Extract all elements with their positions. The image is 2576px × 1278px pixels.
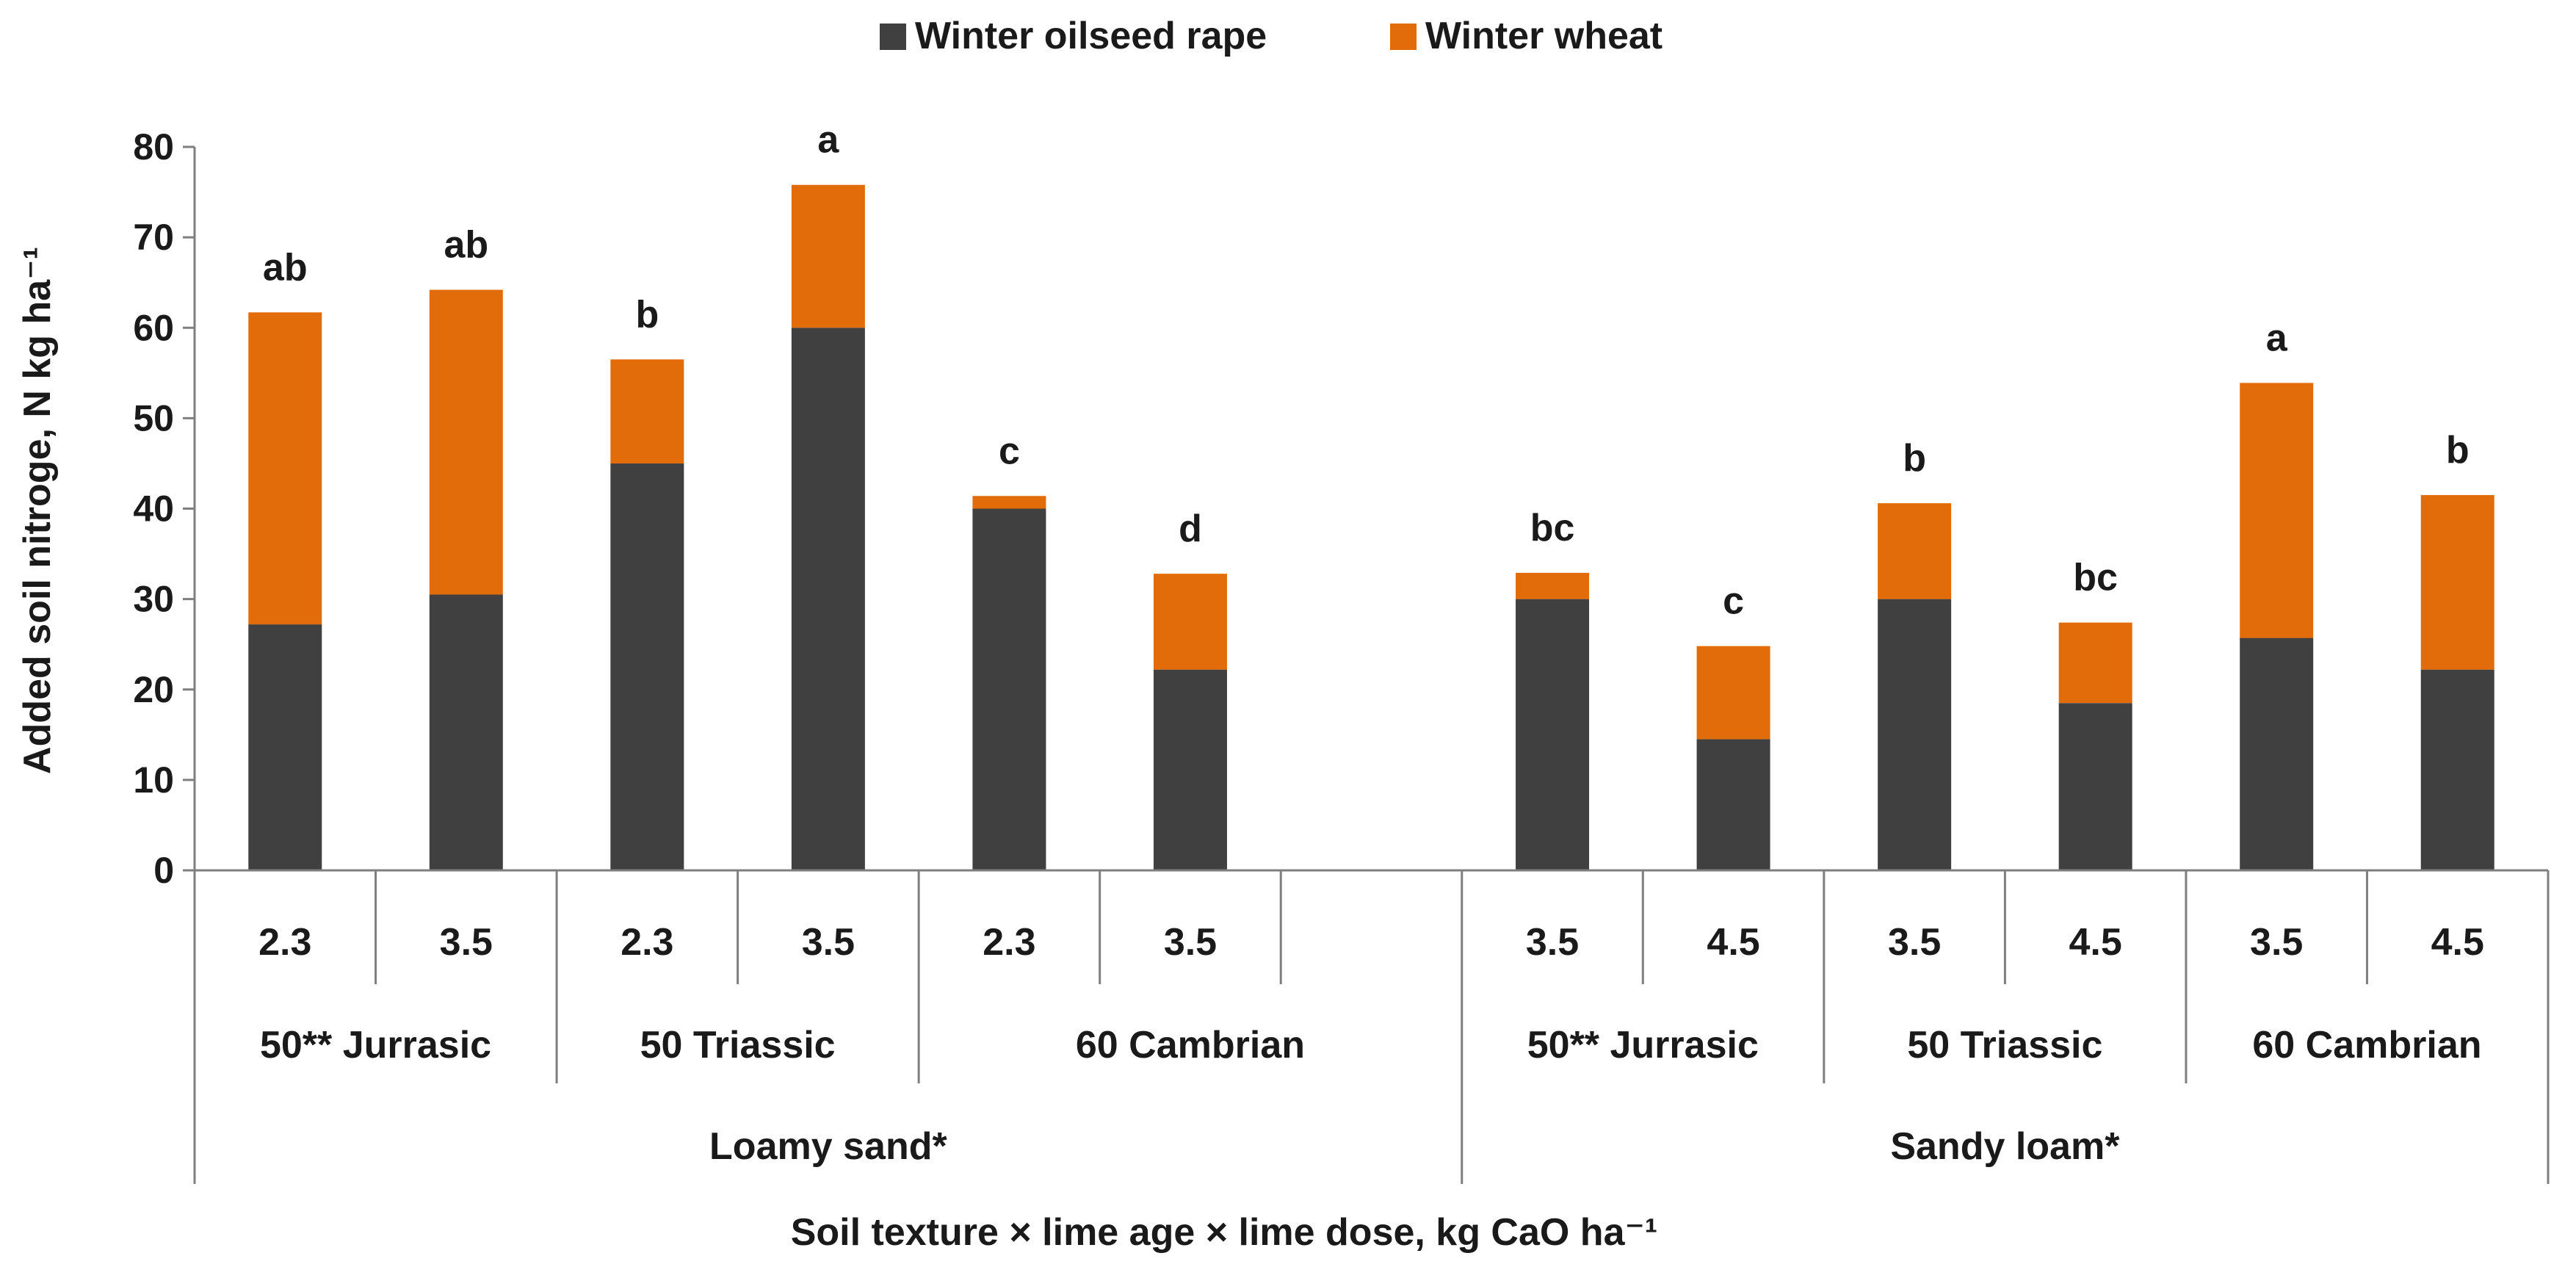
x-category-label: 3.5	[802, 921, 855, 964]
y-axis-title: Added soil nitroge, N kg ha⁻¹	[16, 247, 59, 774]
bar-segment-oilseed-rape	[248, 624, 322, 870]
significance-letter: bc	[1530, 507, 1575, 549]
bar-segment-oilseed-rape	[2240, 638, 2314, 870]
supergroup-label: Sandy loam*	[1890, 1125, 2120, 1168]
significance-letter: b	[1903, 437, 1926, 480]
legend-label-winter-wheat: Winter wheat	[1425, 15, 1663, 57]
bar-segment-oilseed-rape	[610, 463, 684, 870]
bar-segment-winter-wheat	[248, 312, 322, 625]
bar-segment-oilseed-rape	[2420, 669, 2494, 870]
bar-segment-oilseed-rape	[2058, 703, 2132, 870]
y-tick-label: 10	[133, 759, 174, 801]
group-label: 60 Cambrian	[2252, 1024, 2481, 1066]
bar-segment-oilseed-rape	[429, 594, 503, 870]
y-tick-label: 50	[133, 397, 174, 438]
x-category-label: 3.5	[440, 921, 493, 964]
bar-segment-oilseed-rape	[1878, 599, 1952, 870]
group-label: 50** Jurrasic	[260, 1024, 491, 1066]
significance-letter: d	[1179, 508, 1202, 550]
significance-letter: c	[999, 430, 1020, 472]
x-category-label: 2.3	[983, 921, 1035, 964]
bar-segment-winter-wheat	[791, 184, 865, 328]
x-axis-title: Soil texture × lime age × lime dose, kg …	[791, 1211, 1658, 1254]
y-tick-label: 0	[153, 850, 174, 891]
bar-segment-winter-wheat	[1696, 646, 1770, 740]
group-label: 50 Triassic	[640, 1024, 836, 1066]
bar-segment-oilseed-rape	[791, 328, 865, 870]
x-category-label: 4.5	[2431, 921, 2484, 964]
bar-segment-oilseed-rape	[972, 508, 1046, 870]
x-category-label: 3.5	[1526, 921, 1579, 964]
bar-segment-winter-wheat	[2058, 622, 2132, 704]
significance-letter: b	[635, 293, 659, 336]
group-label: 50 Triassic	[1907, 1024, 2102, 1066]
y-tick-label: 60	[133, 307, 174, 348]
x-category-label: 3.5	[2250, 921, 2303, 964]
x-category-label: 4.5	[1707, 921, 1759, 964]
group-label: 60 Cambrian	[1076, 1024, 1305, 1066]
significance-letter: ab	[263, 246, 308, 289]
bar-segment-winter-wheat	[1153, 574, 1227, 670]
bar-segment-oilseed-rape	[1696, 739, 1770, 870]
x-category-label: 2.3	[258, 921, 311, 964]
significance-letter: b	[2446, 429, 2470, 472]
bar-segment-winter-wheat	[2420, 495, 2494, 670]
significance-letter: bc	[2073, 557, 2118, 599]
x-category-label: 3.5	[1888, 921, 1941, 964]
x-axis: 2.3 3.5 2.3 3.5 2.3 3.5 3.5 4.5 3.5 4.5 3.5 4.5 50**…	[193, 869, 2550, 1184]
bar-segment-winter-wheat	[610, 359, 684, 463]
bar-segment-oilseed-rape	[1516, 599, 1590, 870]
group-label: 50** Jurrasic	[1527, 1024, 1759, 1066]
x-category-label: 2.3	[621, 921, 673, 964]
y-tick-label: 80	[133, 126, 174, 167]
bar-segment-oilseed-rape	[1153, 669, 1227, 870]
y-tick-label: 30	[133, 579, 174, 620]
significance-letter: a	[817, 119, 839, 162]
significance-letter: ab	[444, 224, 488, 267]
y-axis: 0 10 20 30 40 50 60 70 80	[133, 126, 196, 891]
legend-label-oilseed-rape: Winter oilseed rape	[915, 15, 1267, 57]
bar-segment-winter-wheat	[1516, 572, 1590, 599]
bar-segment-winter-wheat	[429, 289, 503, 595]
significance-letter: c	[1723, 580, 1744, 623]
x-category-label: 3.5	[1164, 921, 1217, 964]
bar-segment-winter-wheat	[2240, 383, 2314, 638]
bars	[248, 184, 2494, 870]
legend: Winter oilseed rape Winter wheat	[880, 15, 1663, 57]
legend-swatch-winter-wheat	[1390, 24, 1417, 50]
supergroup-label: Loamy sand*	[709, 1125, 947, 1168]
y-tick-label: 70	[133, 217, 174, 258]
legend-swatch-oilseed-rape	[880, 24, 906, 50]
bar-segment-winter-wheat	[1878, 503, 1952, 599]
y-tick-label: 20	[133, 669, 174, 710]
significance-letter: a	[2266, 317, 2288, 359]
x-category-label: 4.5	[2069, 921, 2122, 964]
y-tick-label: 40	[133, 488, 174, 530]
bar-segment-winter-wheat	[972, 496, 1046, 509]
